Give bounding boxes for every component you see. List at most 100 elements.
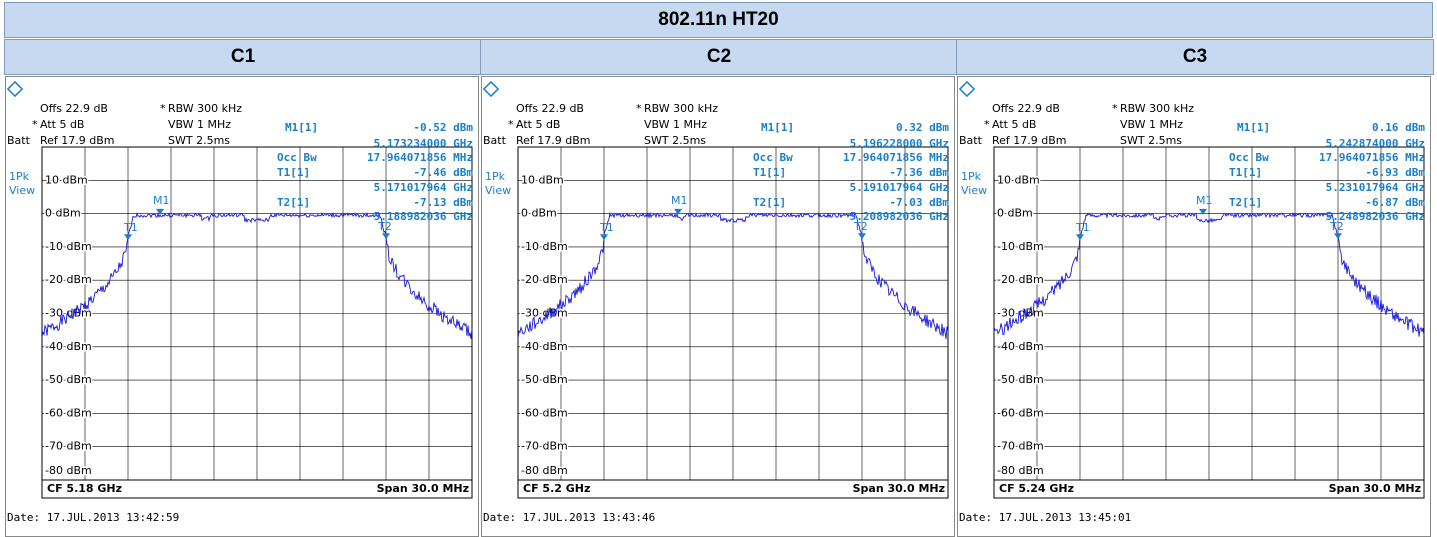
y-label: 10 dBm bbox=[521, 173, 564, 186]
t2-name: T2[1] bbox=[1229, 196, 1262, 209]
m1-tag: M1 bbox=[671, 194, 688, 207]
t1-marker bbox=[124, 234, 132, 241]
t2-level: -7.03 dBm bbox=[889, 196, 949, 209]
date: Date: 17.JUL.2013 13:45:01 bbox=[959, 511, 1131, 524]
occ-name: Occ Bw bbox=[1229, 151, 1269, 164]
y-label: -10 dBm bbox=[997, 240, 1044, 253]
vbw: VBW 1 MHz bbox=[168, 118, 231, 131]
t2-frequency: 5.248982036 GHz bbox=[1326, 210, 1425, 223]
attenuation: Att 5 dB bbox=[40, 118, 84, 131]
span: Span 30.0 MHz bbox=[853, 482, 945, 495]
t1-name: T1[1] bbox=[277, 166, 310, 179]
trace bbox=[517, 211, 949, 340]
y-label: -70 dBm bbox=[521, 440, 568, 453]
m1-level: 0.16 dBm bbox=[1372, 121, 1425, 134]
footer-bar bbox=[41, 479, 473, 499]
reference: Ref 17.9 dBm bbox=[516, 134, 591, 147]
occ-bandwidth: 17.964071856 MHz bbox=[1319, 151, 1425, 164]
m1-marker bbox=[1199, 208, 1207, 215]
asterisk: * bbox=[636, 102, 642, 115]
y-label: -80 dBm bbox=[45, 464, 92, 477]
t2-level: -6.87 dBm bbox=[1365, 196, 1425, 209]
t1-level: -6.93 dBm bbox=[1365, 166, 1425, 179]
m1-marker bbox=[674, 208, 682, 215]
y-label: 0 dBm bbox=[997, 207, 1033, 220]
y-label: -50 dBm bbox=[45, 373, 92, 386]
y-label: -50 dBm bbox=[521, 373, 568, 386]
center-frequency: CF 5.18 GHz bbox=[47, 482, 122, 495]
t2-level: -7.13 dBm bbox=[413, 196, 473, 209]
y-label: -20 dBm bbox=[45, 273, 92, 286]
panel-heading: C2 bbox=[480, 39, 958, 75]
date: Date: 17.JUL.2013 13:43:46 bbox=[483, 511, 655, 524]
trace-view: View bbox=[9, 184, 35, 197]
rbw: RBW 300 kHz bbox=[168, 102, 242, 115]
sweep-time: SWT 2.5ms bbox=[168, 134, 230, 147]
asterisk: * bbox=[1112, 102, 1118, 115]
y-label: -10 dBm bbox=[521, 240, 568, 253]
t1-marker bbox=[600, 234, 608, 241]
reference: Ref 17.9 dBm bbox=[992, 134, 1067, 147]
trace-view: View bbox=[961, 184, 987, 197]
y-label: -40 dBm bbox=[997, 340, 1044, 353]
panel-heading: C3 bbox=[956, 39, 1434, 75]
attenuation: Att 5 dB bbox=[516, 118, 560, 131]
y-label: -60 dBm bbox=[997, 406, 1044, 419]
y-label: 10 dBm bbox=[45, 173, 88, 186]
t1-marker bbox=[1076, 234, 1084, 241]
asterisk: * bbox=[508, 118, 514, 131]
asterisk: * bbox=[984, 118, 990, 131]
m1-frequency: 5.196228000 GHz bbox=[850, 137, 949, 150]
reference: Ref 17.9 dBm bbox=[40, 134, 115, 147]
trace bbox=[993, 212, 1425, 337]
t2-frequency: 5.188982036 GHz bbox=[374, 210, 473, 223]
occ-name: Occ Bw bbox=[277, 151, 317, 164]
y-label: -20 dBm bbox=[997, 273, 1044, 286]
trace-mode: 1Pk bbox=[485, 170, 506, 183]
m1-tag: M1 bbox=[1196, 194, 1213, 207]
footer-bar bbox=[517, 479, 949, 499]
occ-bandwidth: 17.964071856 MHz bbox=[367, 151, 473, 164]
trace-view: View bbox=[485, 184, 511, 197]
analyzer-screen: Offs 22.9 dB * RBW 300 kHz* Att 5 dB VBW 1 M… bbox=[957, 76, 1431, 537]
y-label: -30 dBm bbox=[521, 307, 568, 320]
m1-frequency: 5.173234000 GHz bbox=[374, 137, 473, 150]
t2-tag: T2 bbox=[853, 220, 868, 233]
logo bbox=[482, 80, 500, 98]
y-label: 0 dBm bbox=[45, 207, 81, 220]
m1-name: M1[1] bbox=[761, 121, 794, 134]
y-label: -10 dBm bbox=[45, 240, 92, 253]
asterisk: * bbox=[32, 118, 38, 131]
batt: Batt bbox=[7, 134, 31, 147]
footer-bar bbox=[993, 479, 1425, 499]
t1-level: -7.36 dBm bbox=[889, 166, 949, 179]
m1-level: -0.52 dBm bbox=[413, 121, 473, 134]
batt: Batt bbox=[483, 134, 507, 147]
analyzer-screen: Offs 22.9 dB * RBW 300 kHz* Att 5 dB VBW 1 M… bbox=[481, 76, 955, 537]
span: Span 30.0 MHz bbox=[1329, 482, 1421, 495]
t1-tag: T1 bbox=[123, 221, 138, 234]
trace-mode: 1Pk bbox=[961, 170, 982, 183]
rbw: RBW 300 kHz bbox=[1120, 102, 1194, 115]
logo bbox=[958, 80, 976, 98]
t1-name: T1[1] bbox=[753, 166, 786, 179]
m1-marker bbox=[156, 208, 164, 215]
y-label: -40 dBm bbox=[45, 340, 92, 353]
t2-frequency: 5.208982036 GHz bbox=[850, 210, 949, 223]
y-label: -20 dBm bbox=[521, 273, 568, 286]
t2-marker bbox=[858, 233, 866, 240]
t1-frequency: 5.171017964 GHz bbox=[374, 181, 473, 194]
offset: Offs 22.9 dB bbox=[992, 102, 1060, 115]
m1-name: M1[1] bbox=[285, 121, 318, 134]
m1-tag: M1 bbox=[153, 194, 170, 207]
asterisk: * bbox=[160, 102, 166, 115]
center-frequency: CF 5.24 GHz bbox=[999, 482, 1074, 495]
m1-frequency: 5.242874000 GHz bbox=[1326, 137, 1425, 150]
y-label: -70 dBm bbox=[997, 440, 1044, 453]
t2-tag: T2 bbox=[377, 220, 392, 233]
rbw: RBW 300 kHz bbox=[644, 102, 718, 115]
table-title: 802.11n HT20 bbox=[4, 2, 1433, 38]
y-label: 0 dBm bbox=[521, 207, 557, 220]
t2-name: T2[1] bbox=[753, 196, 786, 209]
